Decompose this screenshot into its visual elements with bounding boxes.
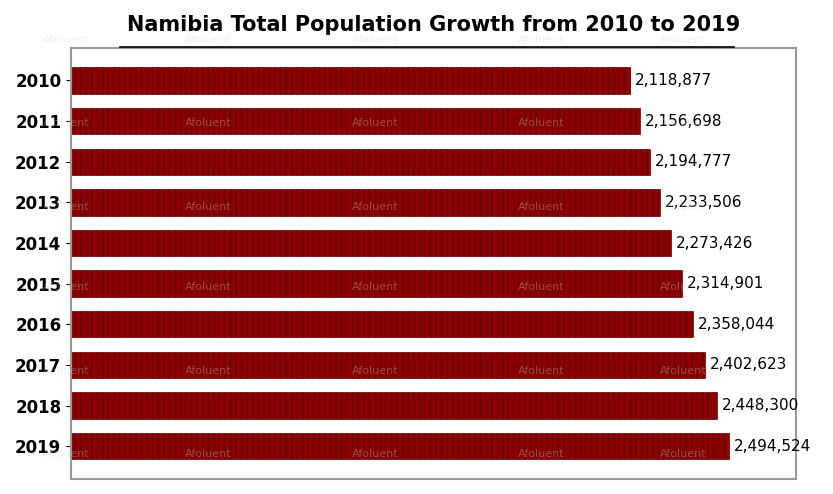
Text: 2,194,777: 2,194,777 [655, 154, 732, 169]
Bar [71, 108, 640, 134]
Text: 2,314,901: 2,314,901 [686, 276, 764, 291]
Text: Afoluent: Afoluent [660, 35, 706, 44]
Bar [71, 67, 630, 94]
Bar [71, 149, 650, 175]
Text: Afoluent: Afoluent [352, 35, 398, 44]
Bar [71, 433, 729, 459]
Text: Afoluent: Afoluent [185, 282, 232, 291]
Text: 2,402,623: 2,402,623 [710, 358, 787, 372]
Text: Afoluent: Afoluent [518, 450, 565, 459]
Title: Namibia Total Population Growth from 2010 to 2019: Namibia Total Population Growth from 201… [127, 15, 741, 35]
Text: Afoluent: Afoluent [43, 282, 90, 291]
Bar [71, 230, 671, 256]
Text: Afoluent: Afoluent [185, 366, 232, 375]
Text: Afoluent: Afoluent [185, 35, 232, 44]
Text: Afoluent: Afoluent [43, 119, 90, 128]
Text: Afoluent: Afoluent [43, 366, 90, 375]
Text: Afoluent: Afoluent [352, 282, 398, 291]
Text: 2,273,426: 2,273,426 [676, 236, 753, 250]
Text: 2,156,698: 2,156,698 [645, 114, 722, 128]
Text: 2,118,877: 2,118,877 [635, 73, 712, 88]
Text: Afoluent: Afoluent [43, 35, 90, 44]
Text: Afoluent: Afoluent [518, 203, 565, 212]
Text: Afoluent: Afoluent [352, 366, 398, 375]
Text: Afoluent: Afoluent [43, 450, 90, 459]
Text: Afoluent: Afoluent [660, 203, 706, 212]
Text: 2,494,524: 2,494,524 [734, 439, 811, 453]
Text: Afoluent: Afoluent [352, 450, 398, 459]
Text: Afoluent: Afoluent [660, 450, 706, 459]
Text: Afoluent: Afoluent [660, 282, 706, 291]
Text: Afoluent: Afoluent [352, 119, 398, 128]
Bar [71, 311, 693, 337]
Text: 2,448,300: 2,448,300 [721, 398, 799, 413]
Text: Afoluent: Afoluent [518, 119, 565, 128]
Text: Afoluent: Afoluent [185, 203, 232, 212]
Text: Afoluent: Afoluent [518, 366, 565, 375]
Text: Afoluent: Afoluent [185, 450, 232, 459]
Bar [71, 270, 681, 297]
Text: Afoluent: Afoluent [518, 282, 565, 291]
Text: Afoluent: Afoluent [518, 35, 565, 44]
Text: Afoluent: Afoluent [185, 119, 232, 128]
Bar [71, 189, 661, 215]
Text: 2,358,044: 2,358,044 [698, 317, 775, 332]
Bar [71, 392, 717, 419]
Text: Afoluent: Afoluent [660, 119, 706, 128]
Bar [71, 352, 705, 378]
Text: Afoluent: Afoluent [43, 203, 90, 212]
Text: Afoluent: Afoluent [660, 366, 706, 375]
Text: 2,233,506: 2,233,506 [665, 195, 742, 210]
Text: Afoluent: Afoluent [352, 203, 398, 212]
